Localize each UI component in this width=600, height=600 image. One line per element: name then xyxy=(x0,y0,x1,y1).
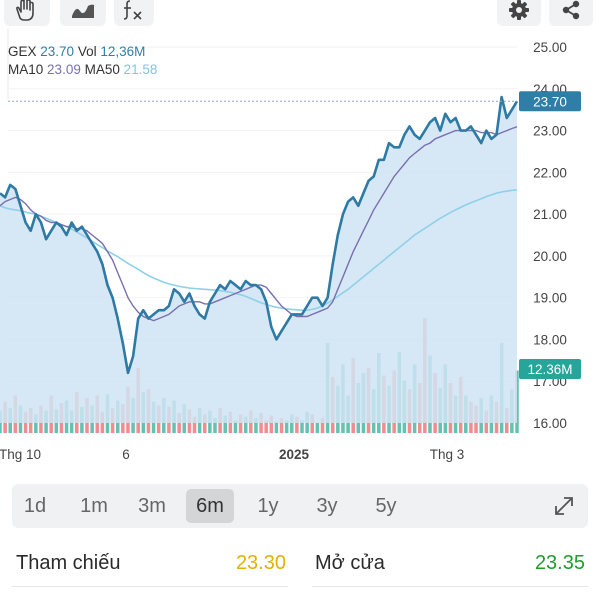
tab-3y[interactable]: 3y xyxy=(316,494,338,517)
y-tick-label: 21.00 xyxy=(533,207,567,222)
volume-bar xyxy=(254,418,258,433)
volume-bar xyxy=(223,415,228,433)
volume-bar xyxy=(243,416,248,433)
formula-icon xyxy=(123,0,142,20)
volume-bar xyxy=(34,414,38,433)
legend-symbol: GEX xyxy=(8,44,37,59)
legend-vol-value: 12,36M xyxy=(100,44,146,59)
volume-tag: 12.36M xyxy=(519,359,581,379)
legend-price: 23.70 xyxy=(40,44,75,59)
y-tick-label: 18.00 xyxy=(533,332,567,347)
volume-bar xyxy=(279,418,284,433)
price-line xyxy=(0,95,519,375)
tab-6m[interactable]: 6m xyxy=(186,489,234,523)
legend-ma50-label: MA50 xyxy=(84,62,120,77)
legend-vol-label: Vol xyxy=(77,44,97,59)
volume-bar xyxy=(213,418,217,433)
volume-bar xyxy=(315,423,320,433)
price-tag-value: 23.70 xyxy=(533,94,567,109)
tab-1d[interactable]: 1d xyxy=(23,494,47,517)
y-tick-label: 22.00 xyxy=(533,165,567,180)
chart-legend: GEX 23.70 Vol 12,36M MA10 23.09 MA50 21.… xyxy=(8,43,157,79)
expand-button[interactable] xyxy=(550,492,578,520)
volume-bar xyxy=(233,420,238,433)
legend-row-price: GEX 23.70 Vol 12,36M xyxy=(8,43,157,61)
settings-button[interactable] xyxy=(497,0,541,26)
stats-divider-left xyxy=(12,586,288,587)
y-tick-label: 16.00 xyxy=(533,416,567,431)
y-tick-label: 23.00 xyxy=(533,124,567,139)
legend-ma10-label: MA10 xyxy=(8,62,44,77)
y-tick-label: 25.00 xyxy=(533,40,567,55)
legend-row-ma: MA10 23.09 MA50 21.58 xyxy=(8,61,157,79)
volume-bar xyxy=(320,418,325,433)
share-button[interactable] xyxy=(549,0,593,26)
volume-bar xyxy=(274,421,279,433)
legend-ma50-value: 21.58 xyxy=(123,62,158,77)
hand-tool-button[interactable] xyxy=(4,0,50,26)
price-chart[interactable]: 25.0024.0023.0022.0021.0020.0019.0018.00… xyxy=(0,0,600,475)
open-price-label: Mở cửa xyxy=(315,552,385,574)
x-tick-label: 2025 xyxy=(279,447,310,462)
ma50-line xyxy=(0,189,518,312)
x-tick-label: Thg 10 xyxy=(0,447,41,462)
reference-price-value: 23.30 xyxy=(235,552,286,574)
expand-icon xyxy=(555,497,573,515)
x-tick-label: 6 xyxy=(122,447,130,462)
volume-bar xyxy=(284,420,289,433)
hand-icon xyxy=(16,0,34,21)
volume-bar xyxy=(202,414,207,433)
formula-button[interactable] xyxy=(114,0,154,26)
draw-line-button[interactable] xyxy=(60,0,106,26)
legend-ma10-value: 23.09 xyxy=(47,62,81,77)
draw-line-icon xyxy=(72,4,94,19)
share-icon xyxy=(562,0,580,20)
open-price-value: 23.35 xyxy=(534,552,585,574)
volume-tag-value: 12.36M xyxy=(527,362,572,377)
volume-bar xyxy=(192,416,197,433)
chart-toolbar xyxy=(0,0,600,28)
tab-1m[interactable]: 1m xyxy=(80,494,108,517)
price-tag: 23.70 xyxy=(519,91,581,112)
ma10-line xyxy=(0,126,518,322)
price-area-fill xyxy=(0,97,517,423)
stats-divider-right xyxy=(312,586,588,587)
tab-3m[interactable]: 3m xyxy=(138,494,166,517)
volume-bar xyxy=(310,414,315,433)
y-tick-label: 19.00 xyxy=(533,291,567,306)
settings-gear-icon xyxy=(509,0,529,20)
tab-5y[interactable]: 5y xyxy=(375,494,397,517)
time-range-selector: 1d 1m 3m 6m 1y 3y 5y xyxy=(12,484,588,528)
tab-1y[interactable]: 1y xyxy=(257,494,279,517)
reference-price-label: Tham chiếu xyxy=(16,552,121,574)
x-tick-label: Thg 3 xyxy=(430,447,465,462)
volume-bar xyxy=(300,420,304,433)
volume-bar xyxy=(269,415,274,433)
volume-bar xyxy=(238,414,243,433)
y-tick-label: 20.00 xyxy=(533,249,567,264)
volume-bar xyxy=(289,414,294,433)
stats-row: Tham chiếu 23.30 Mở cửa 23.35 xyxy=(0,540,600,600)
volume-bar xyxy=(295,416,299,433)
volume-bar xyxy=(264,420,268,433)
